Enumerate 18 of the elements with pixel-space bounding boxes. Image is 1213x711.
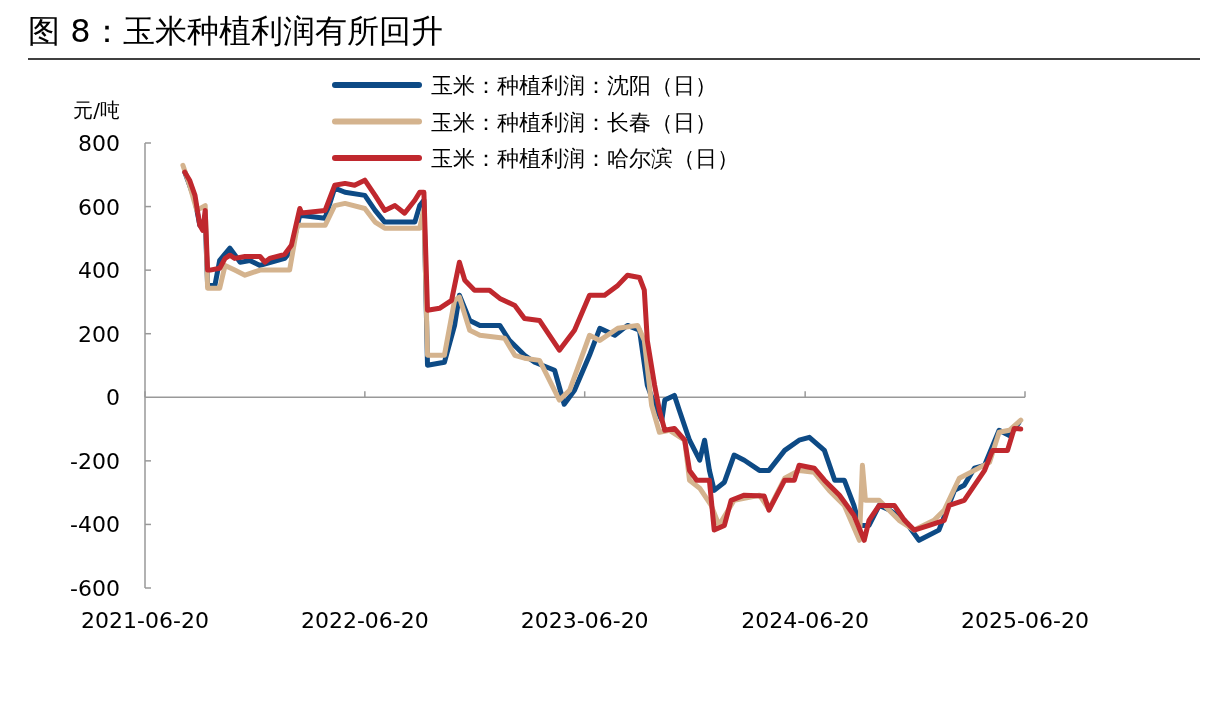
x-tick-label: 2024-06-20: [741, 608, 870, 633]
y-tick-label: 0: [106, 385, 120, 411]
legend-label: 玉米：种植利润：沈阳（日）: [431, 73, 717, 98]
y-tick-label: 400: [78, 258, 120, 284]
legend-label: 玉米：种植利润：长春（日）: [431, 109, 717, 135]
y-tick-label: -600: [70, 576, 120, 601]
y-tick-label: 600: [78, 194, 120, 220]
y-axis-title: 元/吨: [73, 98, 120, 122]
x-tick-label: 2022-06-20: [300, 608, 429, 633]
y-tick-label: -200: [70, 448, 120, 474]
chart-title: 图 8：玉米种植利润有所回升: [28, 12, 443, 50]
x-tick-label: 2021-06-20: [81, 608, 209, 633]
y-tick-label: 800: [78, 131, 120, 156]
legend-label: 玉米：种植利润：哈尔滨（日）: [431, 146, 739, 171]
y-tick-label: 200: [78, 321, 120, 347]
x-tick-label: 2023-06-20: [520, 608, 649, 633]
x-tick-label: 2025-06-20: [961, 608, 1089, 633]
y-tick-label: -400: [70, 512, 120, 538]
